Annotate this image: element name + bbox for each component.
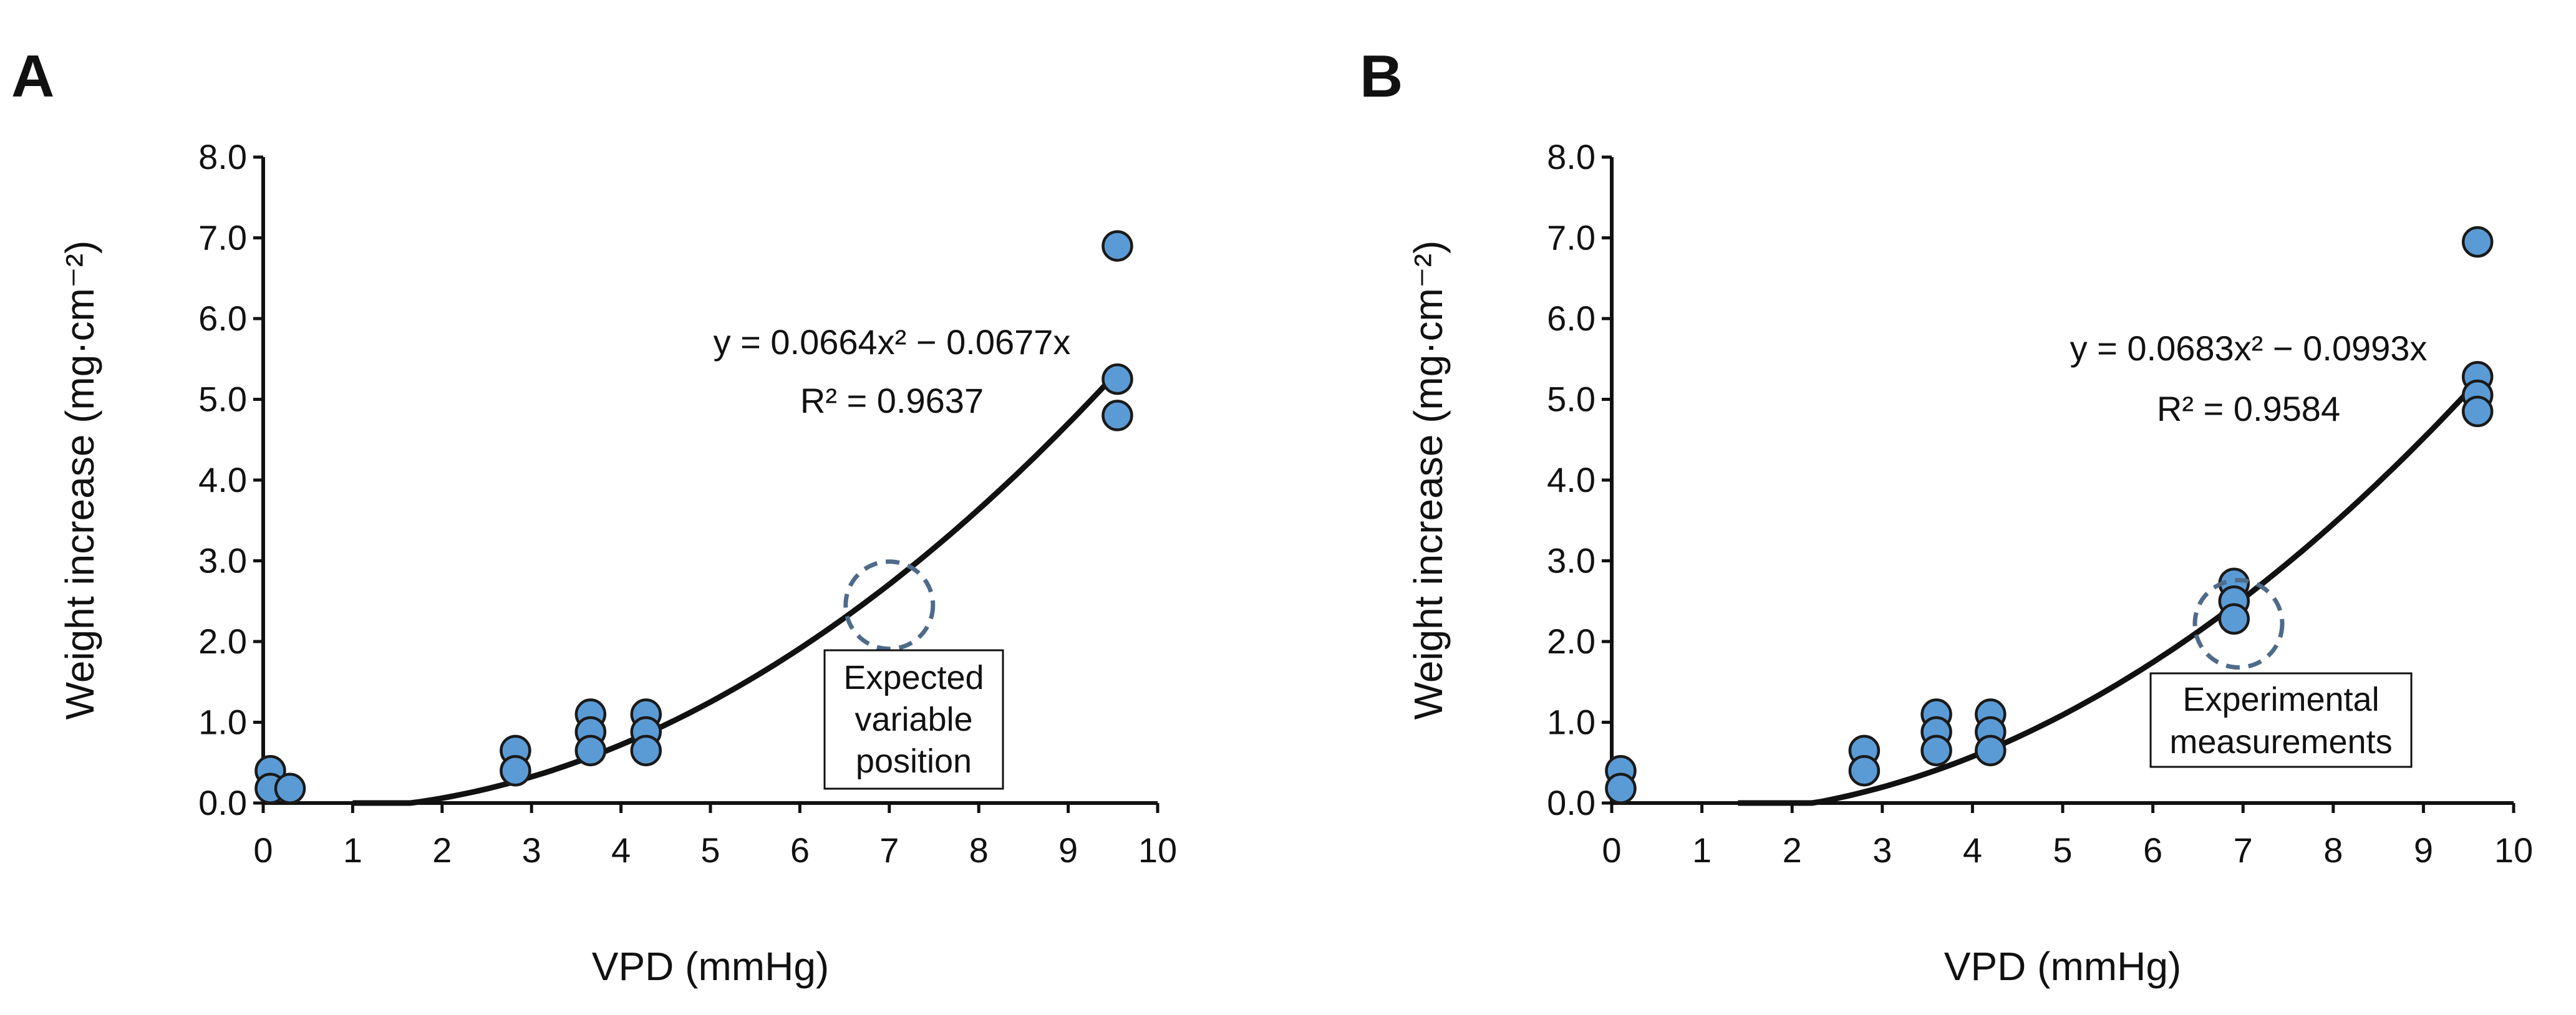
panel-a-fit-curve [352,365,1124,806]
y-tick-label: 6.0 [1547,299,1595,338]
panel-b-annotation-line: Experimental [2182,681,2379,718]
panel-b-annotation: Experimental measurements [2149,672,2413,768]
data-point [2461,226,2494,258]
panel-b-plot: 0.0 1.0 2.0 3.0 4.0 5.0 6.0 7.0 8.0 0 1 2 3 4 5 6 7 8 9 10 [1547,137,2533,870]
x-tick-label: 3 [1872,830,1892,870]
panel-a-plot: 0.0 1.0 2.0 3.0 4.0 5.0 6.0 7.0 8.0 0 1 2 3 4 5 6 7 8 9 10 [198,137,1177,870]
x-tick-label: 9 [1058,830,1078,870]
panel-b-annotation-line: measurements [2169,723,2392,761]
x-tick-label: 8 [2323,830,2343,870]
x-tick-label: 7 [879,830,899,870]
y-tick-label: 3.0 [1547,541,1595,580]
data-point [1605,772,1637,804]
panel-b-highlight-circle [2192,578,2285,670]
x-tick-label: 0 [1602,830,1621,870]
y-tick-label: 1.0 [1547,703,1595,742]
y-tick-label: 1.0 [198,703,247,742]
panel-b-x-ticks: 0 1 2 3 4 5 6 7 8 9 10 [1602,803,2533,870]
x-tick-label: 4 [611,830,631,870]
data-point [2461,395,2494,428]
panel-a: A 0.0 1.0 2.0 3.0 4.0 5.0 6.0 7.0 8.0 0 1 2 3 4 5 6 7 8 9… [11,43,1177,989]
data-point [1920,734,1952,767]
panel-b-y-ticks: 0.0 1.0 2.0 3.0 4.0 5.0 6.0 7.0 8.0 [1547,137,1612,822]
y-tick-label: 8.0 [1547,137,1595,176]
panel-b-equation: y = 0.0683x² − 0.0993x [2070,329,2428,368]
data-point [2218,603,2250,635]
panel-a-x-axis-title: VPD (mmHg) [592,944,829,989]
panel-b-y-axis-title: Weight increase (mg·cm⁻²) [1406,241,1451,720]
panel-b-r-squared: R² = 0.9584 [2157,389,2340,428]
panel-a-y-axis-title: Weight increase (mg·cm⁻²) [57,241,102,720]
x-tick-label: 6 [2143,830,2162,870]
x-tick-label: 10 [2494,830,2533,870]
y-tick-label: 5.0 [1547,380,1595,419]
x-tick-label: 8 [969,830,989,870]
y-tick-label: 7.0 [1547,218,1595,257]
y-tick-label: 0.0 [198,783,247,822]
x-tick-label: 1 [343,830,362,870]
y-tick-label: 3.0 [198,541,247,580]
x-tick-label: 0 [253,830,273,870]
panel-a-y-ticks: 0.0 1.0 2.0 3.0 4.0 5.0 6.0 7.0 8.0 [198,137,263,822]
x-tick-label: 6 [790,830,810,870]
panel-b-annotation-box [2149,672,2413,768]
panel-b-label: B [1360,43,1403,110]
panel-b-fit-curve [1738,379,2480,806]
y-tick-label: 4.0 [1547,460,1595,499]
data-point [1848,754,1881,787]
data-point [1102,400,1133,431]
panel-a-highlight-circle [843,559,936,652]
data-point [630,734,662,767]
panel-a-equation: y = 0.0664x² − 0.0677x [714,322,1071,362]
data-point [274,772,306,804]
panel-a-annotation-line: Expected [843,659,984,696]
panel-b-points [1605,226,2494,804]
data-point [1102,230,1133,262]
y-tick-label: 8.0 [198,137,247,176]
panel-a-annotation-line: position [856,743,972,780]
x-tick-label: 3 [522,830,541,870]
data-point [500,754,531,787]
x-tick-label: 2 [432,830,452,870]
y-tick-label: 2.0 [198,622,247,661]
panel-a-annotation-box [823,649,1004,790]
panel-b: B 0.0 1.0 2.0 3.0 4.0 5.0 6.0 7.0 8.0 0 1 2 3 4 5 6 7 8 9… [1360,43,2533,989]
panel-a-label: A [11,43,54,110]
y-tick-label: 5.0 [198,380,247,419]
y-tick-label: 2.0 [1547,622,1595,661]
x-tick-label: 2 [1783,830,1802,870]
x-tick-label: 1 [1692,830,1712,870]
y-tick-label: 0.0 [1547,783,1595,822]
data-point [1975,734,2007,767]
data-point [1102,363,1133,395]
data-point [574,734,607,767]
x-tick-label: 7 [2234,830,2253,870]
y-tick-label: 4.0 [198,460,247,499]
x-tick-label: 5 [700,830,720,870]
panel-a-x-ticks: 0 1 2 3 4 5 6 7 8 9 10 [253,803,1177,870]
panel-a-annotation-line: variable [855,701,972,738]
x-tick-label: 4 [1963,830,1982,870]
panel-a-r-squared: R² = 0.9637 [800,381,984,420]
panel-a-points [254,230,1133,804]
y-tick-label: 7.0 [198,218,247,257]
y-tick-label: 6.0 [198,299,247,338]
panel-a-annotation: Expected variable position [823,649,1004,790]
panel-b-x-axis-title: VPD (mmHg) [1944,944,2181,989]
x-tick-label: 5 [2053,830,2072,870]
x-tick-label: 9 [2414,830,2433,870]
x-tick-label: 10 [1138,830,1177,870]
